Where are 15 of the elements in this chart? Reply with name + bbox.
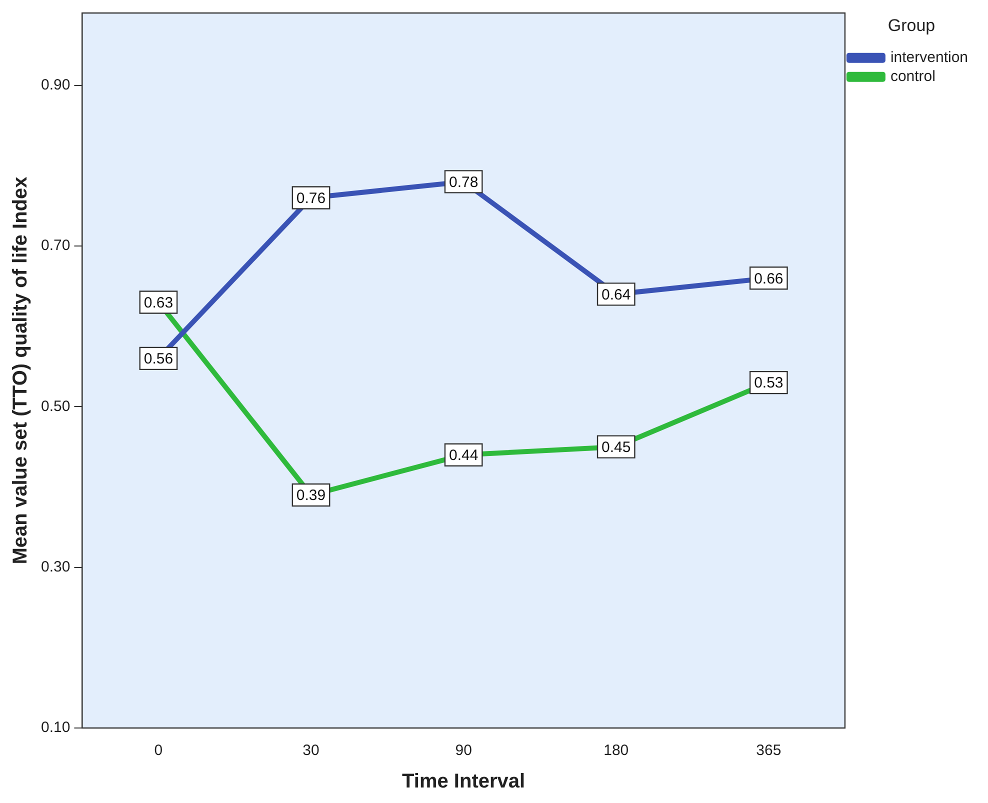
x-tick-label: 180 [604,742,629,760]
legend-title: Group [888,16,936,36]
x-axis-title: Time Interval [402,770,526,793]
legend-label: intervention [890,49,968,66]
legend-label: control [890,68,936,86]
y-tick-label: 0.30 [40,558,70,576]
y-axis-title: Mean value set (TTO) quality of life Index [10,176,32,564]
y-tick-label: 0.50 [40,398,70,415]
x-tick-label: 0 [154,742,163,760]
x-tick-label: 365 [756,742,782,760]
y-tick-label: 0.70 [40,237,70,254]
y-tick-label: 0.10 [40,719,70,736]
x-tick-label: 30 [302,742,320,760]
y-tick-label: 0.90 [40,76,70,94]
x-tick-label: 90 [455,742,472,760]
